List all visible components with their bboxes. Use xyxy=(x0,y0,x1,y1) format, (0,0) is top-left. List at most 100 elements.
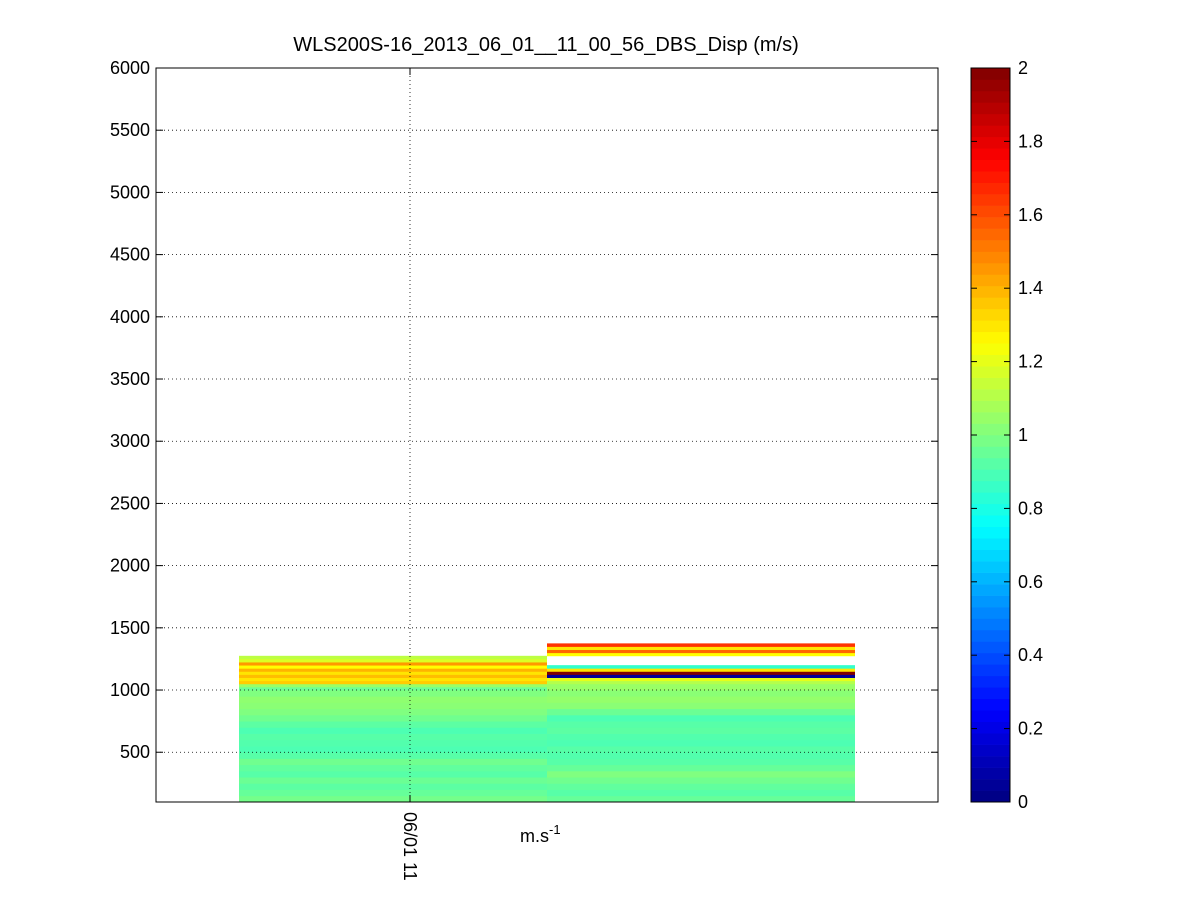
heatmap-cell xyxy=(547,680,855,685)
colorbar-tick-label: 1.4 xyxy=(1018,278,1043,298)
heatmap-cell xyxy=(547,674,855,678)
plot-frame xyxy=(155,67,939,803)
heatmap-cell xyxy=(239,795,547,803)
heatmap-cell xyxy=(547,764,855,772)
heatmap-cell xyxy=(547,770,855,778)
colorbar-swatch xyxy=(971,641,1010,654)
colorbar-swatch xyxy=(971,148,1010,161)
colorbar-tick-label: 0 xyxy=(1018,792,1028,812)
y-tick-label: 1500 xyxy=(110,618,150,638)
colorbar-swatch xyxy=(971,480,1010,493)
colorbar-swatch xyxy=(971,664,1010,677)
colorbar-swatch xyxy=(971,538,1010,550)
heatmap-cell xyxy=(547,677,855,682)
colorbar-swatch xyxy=(971,240,1010,252)
heatmap-cell xyxy=(547,752,855,759)
heatmap-cell xyxy=(547,671,855,675)
heatmap-cell xyxy=(239,739,547,747)
colorbar-swatch xyxy=(971,366,1010,378)
colorbar-swatch xyxy=(971,629,1010,642)
y-tick-label: 3500 xyxy=(110,369,150,389)
heatmap-cell xyxy=(239,714,547,722)
colorbar-swatch xyxy=(971,767,1010,780)
colorbar-tick-label: 1.8 xyxy=(1018,131,1043,151)
colorbar-swatch xyxy=(971,412,1010,424)
heatmap-cell xyxy=(239,764,547,772)
heatmap-cell xyxy=(547,649,855,654)
colorbar-swatch xyxy=(971,102,1010,115)
y-axis: 500 1000 1500 2000 2500 3000 3500 4000 4500 5000 5… xyxy=(110,58,938,762)
heatmap-cell xyxy=(547,795,855,803)
heatmap-cell xyxy=(239,708,547,716)
y-tick-label: 500 xyxy=(120,742,150,762)
colorbar-swatch xyxy=(971,320,1010,333)
colorbar-ticks: 0 0.2 0.4 0.6 0.8 1 1.2 1.4 1.6 1.8 2 xyxy=(971,58,1043,812)
colorbar-swatch xyxy=(971,721,1010,734)
colorbar-swatch xyxy=(971,251,1010,264)
heatmap-cell xyxy=(239,686,547,691)
heatmap-cell xyxy=(239,733,547,741)
heatmap-cell xyxy=(547,646,855,650)
colorbar-swatch xyxy=(971,297,1010,310)
colorbar-swatch xyxy=(971,744,1010,757)
colorbar-swatch xyxy=(971,205,1010,218)
colorbar-swatch xyxy=(971,503,1010,516)
y-tick-label: 5000 xyxy=(110,182,150,202)
heatmap-cell xyxy=(239,777,547,784)
y-tick-label: 2000 xyxy=(110,556,150,576)
heatmap-cell xyxy=(547,739,855,747)
unit-label: m.s-1 xyxy=(520,822,561,846)
colorbar-swatch xyxy=(971,756,1010,768)
heatmap-cell xyxy=(239,658,547,663)
heatmap-cell xyxy=(239,668,547,672)
colorbar-swatch xyxy=(971,607,1010,619)
x-axis: 06/01 11 xyxy=(400,68,420,881)
heatmap-cell xyxy=(239,789,547,797)
heatmap-cell xyxy=(547,758,855,766)
heatmap-cell xyxy=(547,733,855,741)
heatmap-cell xyxy=(239,655,547,660)
colorbar-swatch xyxy=(971,285,1010,298)
heatmap-cells xyxy=(239,643,855,803)
heatmap-cell xyxy=(547,668,855,672)
colorbar-swatch xyxy=(971,331,1010,344)
colorbar-swatch xyxy=(971,492,1010,505)
colorbar-swatch xyxy=(971,549,1010,562)
colorbar-swatch xyxy=(971,79,1010,92)
heatmap-cell xyxy=(547,652,855,657)
colorbar-swatch xyxy=(971,217,1010,229)
colorbar-swatch xyxy=(971,171,1010,183)
colorbar-swatch xyxy=(971,136,1010,149)
colorbar-swatch xyxy=(971,698,1010,711)
colorbar-swatch xyxy=(971,343,1010,356)
colorbar-swatch xyxy=(971,262,1010,275)
colorbar-tick-label: 0.4 xyxy=(1018,645,1043,665)
colorbar-swatch xyxy=(971,435,1010,447)
colorbar-swatch xyxy=(971,194,1010,206)
heatmap-cell xyxy=(547,783,855,790)
colorbar-swatch xyxy=(971,469,1010,482)
colorbar-swatch xyxy=(971,526,1010,539)
heatmap-cell xyxy=(239,680,547,685)
heatmap-cell xyxy=(239,702,547,710)
colorbar xyxy=(971,68,1010,803)
colorbar-tick-label: 0.2 xyxy=(1018,719,1043,739)
colorbar-swatch xyxy=(971,389,1010,401)
heatmap-cell xyxy=(547,727,855,734)
heatmap-cell xyxy=(239,683,547,688)
y-tick-label: 4500 xyxy=(110,245,150,265)
colorbar-swatch xyxy=(971,182,1010,195)
heatmap-cell xyxy=(547,702,855,710)
colorbar-swatch xyxy=(971,561,1010,573)
colorbar-tick-label: 2 xyxy=(1018,58,1028,78)
y-tick-label: 4000 xyxy=(110,307,150,327)
heatmap-cell xyxy=(239,674,547,678)
colorbar-tick-label: 1.6 xyxy=(1018,205,1043,225)
colorbar-swatch xyxy=(971,515,1010,528)
heatmap-cell xyxy=(547,683,855,691)
colorbar-tick-label: 0.6 xyxy=(1018,572,1043,592)
heatmap-cell xyxy=(239,690,547,697)
colorbar-swatch xyxy=(971,790,1010,803)
colorbar-swatch xyxy=(971,687,1010,700)
